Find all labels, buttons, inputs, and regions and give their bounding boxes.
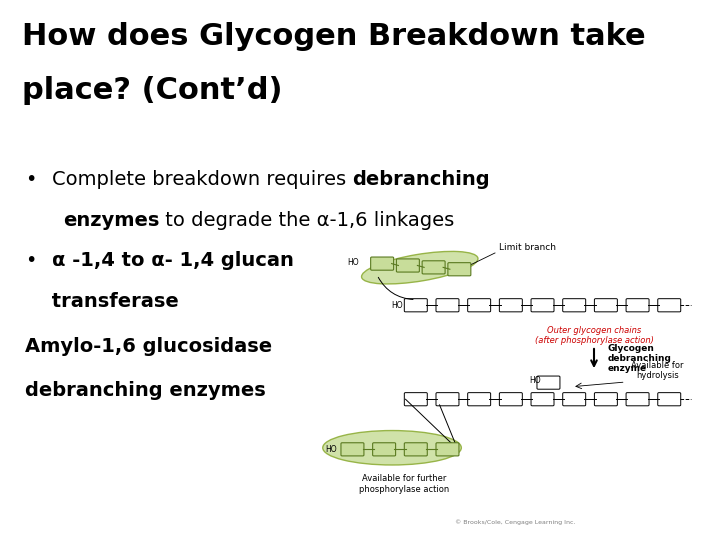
- FancyBboxPatch shape: [371, 257, 394, 270]
- FancyBboxPatch shape: [341, 443, 364, 456]
- FancyBboxPatch shape: [397, 259, 419, 272]
- Text: place? (Cont’d): place? (Cont’d): [22, 76, 282, 105]
- Text: •: •: [25, 251, 37, 270]
- Text: HO: HO: [325, 445, 337, 454]
- Text: to degrade the α-1,6 linkages: to degrade the α-1,6 linkages: [159, 211, 454, 229]
- FancyBboxPatch shape: [422, 261, 445, 274]
- Text: Glycogen
debranching
enzyme: Glycogen debranching enzyme: [608, 343, 672, 373]
- Text: Available for further
phosphorylase action: Available for further phosphorylase acti…: [359, 475, 449, 494]
- Text: HO: HO: [347, 258, 359, 267]
- Text: debranching enzymes: debranching enzymes: [25, 381, 266, 400]
- Text: HO: HO: [392, 301, 403, 310]
- Text: debranching: debranching: [352, 170, 490, 189]
- Ellipse shape: [361, 252, 478, 284]
- FancyBboxPatch shape: [373, 443, 395, 456]
- Text: transferase: transferase: [45, 292, 179, 310]
- FancyBboxPatch shape: [436, 443, 459, 456]
- Text: Outer glycogen chains
(after phosphorylase action): Outer glycogen chains (after phosphoryla…: [534, 326, 654, 345]
- Text: α -1,4 to α- 1,4 glucan: α -1,4 to α- 1,4 glucan: [52, 251, 294, 270]
- Text: enzymes: enzymes: [63, 211, 159, 229]
- Ellipse shape: [323, 430, 462, 465]
- Text: Complete breakdown requires: Complete breakdown requires: [52, 170, 352, 189]
- Text: Amylo-1,6 glucosidase: Amylo-1,6 glucosidase: [25, 338, 272, 356]
- Text: © Brooks/Cole, Cengage Learning Inc.: © Brooks/Cole, Cengage Learning Inc.: [454, 519, 575, 524]
- Text: Limit branch: Limit branch: [499, 243, 556, 252]
- Text: How does Glycogen Breakdown take: How does Glycogen Breakdown take: [22, 22, 645, 51]
- Text: HO: HO: [529, 376, 541, 385]
- Text: Available for
hydrolysis: Available for hydrolysis: [631, 361, 683, 380]
- Text: •: •: [25, 170, 37, 189]
- FancyBboxPatch shape: [448, 262, 471, 276]
- FancyBboxPatch shape: [405, 443, 427, 456]
